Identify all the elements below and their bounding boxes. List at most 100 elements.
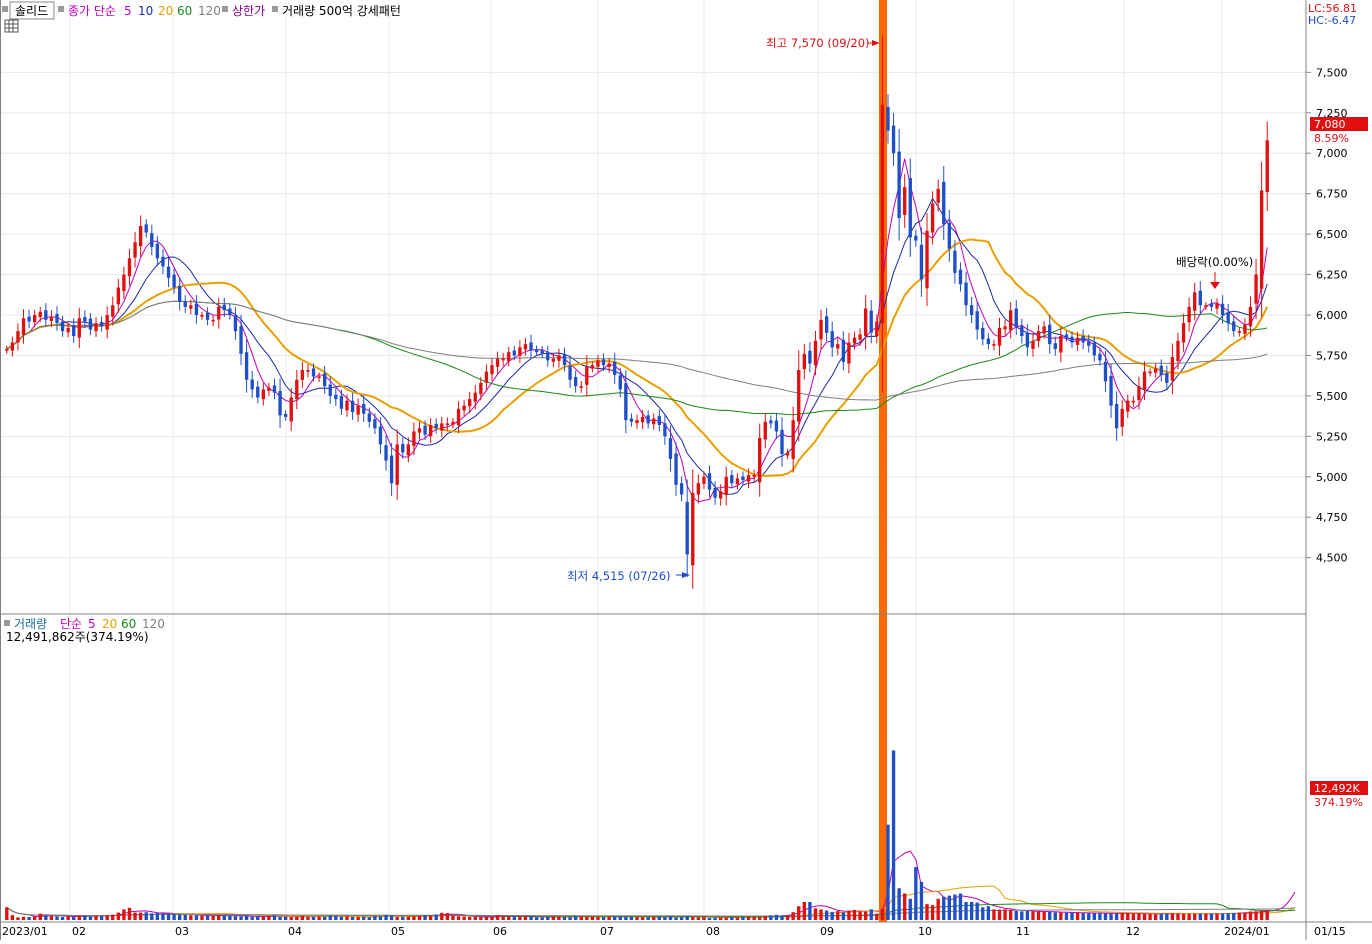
candle-body xyxy=(830,331,834,348)
volume-bar xyxy=(1142,913,1147,920)
volume-bar xyxy=(267,916,271,920)
volume-bar xyxy=(445,913,450,920)
candle-body xyxy=(445,423,450,425)
candle-body xyxy=(903,187,907,215)
volume-bar xyxy=(1087,913,1091,920)
volume-bar xyxy=(138,912,143,920)
volume-bar xyxy=(88,916,93,920)
highlight-bar xyxy=(879,0,887,922)
volume-bar xyxy=(646,917,650,920)
volume-bar xyxy=(785,915,790,920)
x-tick-label: 03 xyxy=(175,925,189,938)
candle-body xyxy=(490,365,494,375)
volume-bar xyxy=(1259,910,1264,920)
ma-60-label: 60 xyxy=(177,4,192,18)
volume-bar xyxy=(1114,913,1119,920)
candle-body xyxy=(183,301,187,307)
volume-bar xyxy=(992,909,996,920)
volume-bar xyxy=(389,915,394,920)
volume-bar xyxy=(875,913,879,920)
candle-body xyxy=(1075,337,1080,345)
volume-bar xyxy=(869,909,873,920)
volume-bar xyxy=(836,911,840,920)
candle-body xyxy=(395,444,399,485)
volume-bar xyxy=(239,916,243,920)
candle-body xyxy=(378,426,383,445)
high-annotation: 최고 7,570 (09/20) xyxy=(766,36,870,50)
candle-body xyxy=(852,337,857,344)
candle-body xyxy=(38,311,42,318)
candle-body xyxy=(863,308,868,337)
candle-body xyxy=(1137,386,1141,401)
volume-bar xyxy=(66,916,70,920)
candle-body xyxy=(228,308,232,315)
volume-bar xyxy=(1070,912,1074,920)
candle-body xyxy=(1036,331,1041,342)
volume-bar xyxy=(1025,910,1030,920)
candle-body xyxy=(891,125,896,154)
y-tick-label: 5,750 xyxy=(1316,349,1348,362)
volume-bar xyxy=(1120,913,1124,920)
volume-bar xyxy=(406,916,411,920)
volume-bar xyxy=(178,914,182,920)
volume-bar xyxy=(880,908,885,920)
volume-bar xyxy=(1243,912,1247,920)
volume-bar xyxy=(501,916,505,920)
volume-bar xyxy=(624,916,628,920)
candle-body xyxy=(696,483,701,495)
volume-bar xyxy=(797,906,801,920)
volume-bar xyxy=(1153,914,1158,920)
candle-body xyxy=(613,361,617,375)
candle-body xyxy=(819,319,823,340)
volume-bar xyxy=(468,916,472,920)
candle-body xyxy=(540,350,544,354)
candle-body xyxy=(479,382,483,395)
volume-bar xyxy=(1254,911,1258,920)
volume-bar xyxy=(401,916,405,920)
volume-bar xyxy=(1137,913,1141,920)
volume-ma-120-line xyxy=(6,906,1296,917)
volume-bar xyxy=(774,914,779,920)
low-annotation: 최저 4,515 (07/26) xyxy=(567,569,671,583)
candle-body xyxy=(585,366,589,385)
volume-bar xyxy=(953,894,957,920)
candle-body xyxy=(1187,306,1191,323)
volume-bar xyxy=(116,912,121,920)
candle-body xyxy=(111,305,115,317)
candle-body xyxy=(217,306,221,320)
candle-body xyxy=(200,315,204,317)
candle-body xyxy=(702,476,706,484)
candle-body xyxy=(718,491,723,499)
candle-body xyxy=(1259,190,1264,289)
volume-bar xyxy=(891,750,896,920)
style-tab-label[interactable]: 솔리드 xyxy=(15,4,48,18)
candle-body xyxy=(1008,310,1013,331)
hc-readout: HC:-6.47 xyxy=(1308,14,1356,27)
arrow-down-icon xyxy=(1210,282,1220,289)
volume-bar xyxy=(685,915,689,920)
last-price-change: 8.59% xyxy=(1314,132,1349,145)
candle-body xyxy=(947,222,951,249)
volume-bar xyxy=(1008,910,1013,920)
candle-body xyxy=(317,376,321,379)
volume-bar xyxy=(568,917,572,920)
candle-body xyxy=(763,421,767,440)
volume-bar xyxy=(919,881,924,920)
candle-body xyxy=(663,423,667,437)
candle-body xyxy=(813,340,818,366)
volume-bar xyxy=(696,917,701,920)
x-tick-label: 2023/01 xyxy=(2,925,48,938)
candle-body xyxy=(1092,342,1096,356)
volume-bar xyxy=(328,915,332,920)
candle-body xyxy=(1126,400,1130,412)
candle-body xyxy=(105,315,109,330)
volume-bar xyxy=(16,917,20,920)
style-tab[interactable] xyxy=(9,1,55,20)
grid-toggle-icon[interactable] xyxy=(4,19,19,33)
volume-bar xyxy=(423,915,427,920)
legend-square-icon xyxy=(58,6,64,12)
volume-bar xyxy=(289,917,293,920)
volume-bar xyxy=(1170,913,1175,920)
candle-body xyxy=(685,501,689,555)
candle-body xyxy=(1098,353,1102,361)
